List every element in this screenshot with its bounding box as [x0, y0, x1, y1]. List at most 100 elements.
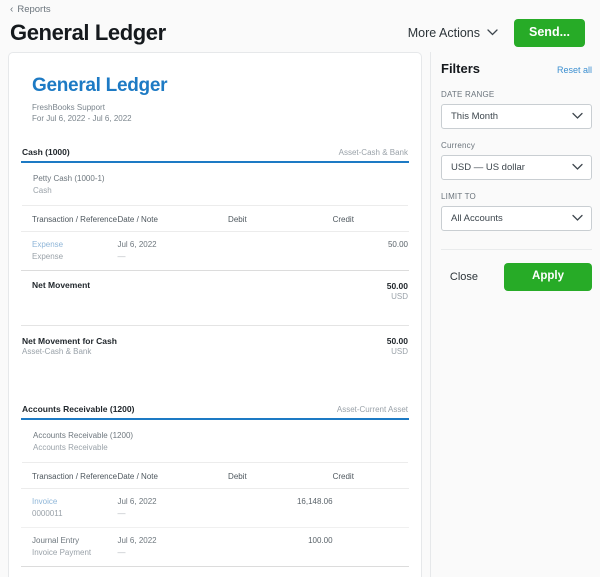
cell-credit [332, 488, 409, 529]
net-movement-amount: 50.00 [386, 281, 408, 292]
more-actions-label: More Actions [407, 25, 481, 40]
cell-debit: 16,148.06 [228, 488, 333, 529]
cell-credit: 50.00 [332, 231, 409, 272]
subaccount-name: Accounts Receivable (1200) [33, 431, 134, 441]
date-range-select[interactable]: This Month [441, 104, 592, 129]
close-button[interactable]: Close [446, 265, 482, 289]
net-movement-row: Net Movement 16,248.06 USD [21, 567, 409, 577]
chevron-down-icon [572, 162, 583, 173]
column-header-credit: Credit [332, 206, 409, 233]
column-header-credit: Credit [332, 463, 409, 490]
account-name: Cash (1000) [22, 147, 70, 158]
cell-date: Jul 6, 2022 — [117, 527, 229, 568]
account-total-title: Net Movement for Cash [22, 336, 117, 347]
transaction-debit: 100.00 [308, 536, 333, 546]
filters-header: Filters Reset all [441, 61, 592, 76]
transaction-credit: 50.00 [387, 240, 408, 250]
net-movement-value: 50.00 USD [387, 280, 408, 303]
table-row[interactable]: Invoice 0000011 Jul 6, 2022 — 16,148.06 [21, 488, 409, 529]
transaction-note: — [117, 252, 126, 262]
date-range-value: This Month [451, 111, 498, 122]
transaction-sub: 0000011 [32, 509, 63, 519]
currency-label: Currency [441, 141, 476, 150]
transaction-date: Jul 6, 2022 [117, 536, 157, 546]
cell-date: Jul 6, 2022 — [117, 231, 229, 272]
cell-reference: Journal Entry Invoice Payment [21, 527, 118, 568]
transactions-table: Transaction / Reference Date / Note Debi… [21, 206, 409, 272]
date-range-label: DATE RANGE [441, 90, 495, 99]
transaction-debit: 16,148.06 [296, 497, 333, 507]
account-section-accounts-receivable: Accounts Receivable (1200) Asset-Current… [21, 404, 409, 577]
body-split: General Ledger FreshBooks Support For Ju… [0, 52, 600, 577]
currency-select[interactable]: USD — US dollar [441, 155, 592, 180]
title-row: General Ledger More Actions Send... [10, 19, 590, 47]
net-movement-currency: USD [391, 292, 408, 302]
account-type: Asset-Cash & Bank [338, 148, 408, 158]
more-actions-dropdown[interactable]: More Actions [408, 26, 498, 40]
transaction-link[interactable]: Journal Entry [32, 536, 80, 546]
report-period: For Jul 6, 2022 - Jul 6, 2022 [32, 114, 132, 124]
account-header: Cash (1000) Asset-Cash & Bank [21, 147, 409, 164]
net-movement-label: Net Movement [32, 280, 91, 291]
transaction-sub: Expense [32, 252, 64, 262]
title-actions: More Actions Send... [408, 19, 585, 47]
subaccount-name: Petty Cash (1000-1) [33, 174, 105, 184]
field-limit-to: LIMIT TO All Accounts [441, 192, 592, 231]
account-type: Asset-Current Asset [336, 405, 408, 415]
report-meta: FreshBooks Support For Jul 6, 2022 - Jul… [21, 102, 409, 125]
chevron-left-icon: ‹ [10, 4, 14, 15]
table-row[interactable]: Expense Expense Jul 6, 2022 — [21, 231, 409, 272]
cell-credit [332, 527, 409, 568]
report-heading: General Ledger [32, 75, 168, 96]
filters-actions: Close Apply [441, 249, 592, 291]
table-header-row: Transaction / Reference Date / Note Debi… [21, 206, 409, 233]
subaccount-type: Cash [33, 186, 52, 196]
breadcrumb-reports[interactable]: ‹ Reports [10, 5, 51, 15]
section-spacer [21, 358, 409, 382]
transaction-link[interactable]: Invoice [32, 497, 58, 507]
subaccount-type: Accounts Receivable [33, 443, 108, 453]
account-total-type: Asset-Cash & Bank [22, 347, 92, 357]
account-total-value: 50.00 USD [387, 335, 408, 358]
account-section-cash: Cash (1000) Asset-Cash & Bank Petty Cash… [21, 147, 409, 358]
cell-debit: 100.00 [228, 527, 333, 568]
subaccount-block: Accounts Receivable (1200) Accounts Rece… [22, 420, 408, 464]
cell-debit [228, 231, 333, 272]
transaction-date: Jul 6, 2022 [117, 240, 157, 250]
chevron-down-icon [572, 213, 583, 224]
table-row[interactable]: Journal Entry Invoice Payment Jul 6, 202… [21, 527, 409, 568]
currency-value: USD — US dollar [451, 162, 525, 173]
field-currency: Currency USD — US dollar [441, 141, 592, 180]
send-button[interactable]: Send... [514, 19, 585, 47]
reset-all-link[interactable]: Reset all [556, 65, 592, 75]
transaction-note: — [117, 509, 126, 519]
apply-button[interactable]: Apply [504, 263, 592, 291]
subaccount-block: Petty Cash (1000-1) Cash [22, 163, 408, 207]
column-header-debit: Debit [228, 206, 333, 233]
chevron-down-icon [487, 29, 498, 36]
limit-to-value: All Accounts [451, 213, 503, 224]
breadcrumb-label: Reports [17, 4, 51, 16]
account-name: Accounts Receivable (1200) [22, 404, 135, 415]
transaction-link[interactable]: Expense [32, 240, 64, 250]
cell-reference: Invoice 0000011 [21, 488, 118, 529]
chevron-down-icon [572, 111, 583, 122]
column-header-date: Date / Note [117, 206, 229, 233]
transaction-note: — [117, 548, 126, 558]
field-date-range: DATE RANGE This Month [441, 90, 592, 129]
filters-panel: Filters Reset all DATE RANGE This Month … [430, 52, 600, 577]
transactions-table: Transaction / Reference Date / Note Debi… [21, 463, 409, 568]
column-header-debit: Debit [228, 463, 333, 490]
account-total-currency: USD [391, 347, 408, 357]
column-header-reference: Transaction / Reference [21, 206, 118, 233]
filters-title: Filters [441, 61, 481, 76]
limit-to-label: LIMIT TO [441, 192, 476, 201]
report-card: General Ledger FreshBooks Support For Ju… [8, 52, 422, 577]
cell-reference: Expense Expense [21, 231, 118, 272]
top-bar: ‹ Reports General Ledger More Actions Se… [0, 0, 600, 52]
transaction-sub: Invoice Payment [32, 548, 92, 558]
page-title: General Ledger [10, 19, 166, 45]
account-total-row: Net Movement for Cash Asset-Cash & Bank … [21, 325, 409, 358]
transaction-date: Jul 6, 2022 [117, 497, 157, 507]
limit-to-select[interactable]: All Accounts [441, 206, 592, 231]
